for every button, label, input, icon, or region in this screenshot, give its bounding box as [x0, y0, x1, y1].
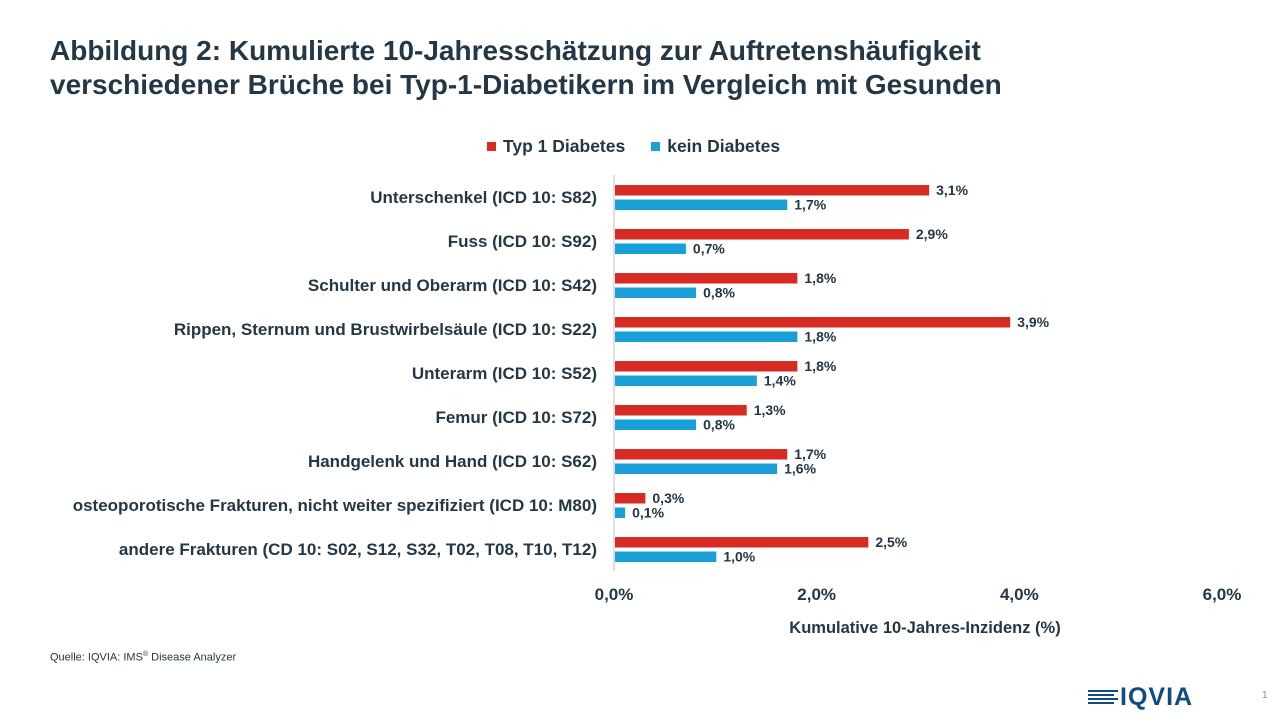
legend-item-type1: Typ 1 Diabetes [487, 136, 625, 157]
bar-type1 [615, 493, 646, 504]
legend-item-none: kein Diabetes [651, 136, 780, 157]
bar-no-diabetes [615, 331, 798, 342]
bar-type1 [615, 405, 747, 416]
data-label-no-diabetes: 1,0% [723, 549, 755, 565]
bar-no-diabetes [615, 507, 626, 518]
bar-no-diabetes [615, 243, 686, 254]
x-tick-label: 0,0% [595, 585, 634, 604]
data-label-no-diabetes: 1,6% [784, 461, 816, 477]
category-label: Schulter und Oberarm (ICD 10: S42) [308, 276, 597, 295]
chart-title: Abbildung 2: Kumulierte 10-Jahresschätzu… [50, 34, 1230, 102]
data-label-no-diabetes: 0,8% [703, 417, 735, 433]
chart-legend: Typ 1 Diabetes kein Diabetes [0, 136, 1280, 157]
source-note: Quelle: IQVIA: IMS® Disease Analyzer [50, 651, 236, 664]
x-tick-label: 6,0% [1203, 585, 1242, 604]
source-prefix: Quelle: IQVIA: IMS [50, 651, 143, 664]
data-label-type1: 3,9% [1017, 314, 1049, 330]
category-label: Femur (ICD 10: S72) [435, 408, 597, 427]
data-label-type1: 1,3% [754, 402, 786, 418]
bar-type1 [615, 273, 798, 284]
legend-label-type1: Typ 1 Diabetes [503, 136, 626, 156]
bar-type1 [615, 537, 869, 548]
data-label-type1: 2,9% [916, 226, 948, 242]
x-tick-label: 4,0% [1000, 585, 1039, 604]
chart-title-line2: verschiedener Brüche bei Typ-1-Diabetike… [50, 69, 1002, 100]
data-label-no-diabetes: 0,8% [703, 285, 735, 301]
category-label: Rippen, Sternum und Brustwirbelsäule (IC… [174, 320, 597, 339]
bar-type1 [615, 361, 798, 372]
bar-no-diabetes [615, 419, 697, 430]
data-label-type1: 1,8% [804, 270, 836, 286]
bar-no-diabetes [615, 199, 788, 210]
registered-mark: ® [142, 651, 149, 658]
data-label-type1: 1,7% [794, 446, 826, 462]
legend-swatch-none [651, 142, 661, 151]
data-label-type1: 0,3% [652, 490, 684, 506]
data-label-no-diabetes: 1,4% [764, 373, 796, 389]
legend-swatch-type1 [487, 142, 496, 151]
source-suffix: Disease Analyzer [148, 651, 237, 664]
legend-label-none: kein Diabetes [667, 136, 781, 156]
category-label: Fuss (ICD 10: S92) [448, 232, 597, 251]
data-label-no-diabetes: 1,8% [804, 329, 836, 345]
iqvia-logo: IQVIA [1088, 683, 1194, 711]
category-label: Unterschenkel (ICD 10: S82) [370, 188, 597, 207]
category-label: osteoporotische Frakturen, nicht weiter … [73, 496, 597, 515]
bar-no-diabetes [615, 463, 778, 474]
x-tick-label: 2,0% [797, 585, 836, 604]
bar-type1 [615, 185, 930, 196]
data-label-type1: 2,5% [875, 534, 907, 550]
chart-title-line1: Abbildung 2: Kumulierte 10-Jahresschätzu… [50, 35, 981, 66]
data-label-type1: 1,8% [804, 358, 836, 374]
data-label-no-diabetes: 0,1% [632, 505, 664, 521]
bar-type1 [615, 229, 909, 240]
bar-no-diabetes [615, 287, 697, 298]
bar-no-diabetes [615, 375, 757, 386]
logo-text: IQVIA [1120, 683, 1194, 711]
category-label: Unterarm (ICD 10: S52) [412, 364, 597, 383]
category-label: Handgelenk und Hand (ICD 10: S62) [308, 452, 597, 471]
logo-lines-icon [1088, 690, 1118, 704]
category-label: andere Frakturen (CD 10: S02, S12, S32, … [119, 540, 597, 559]
data-label-no-diabetes: 0,7% [693, 241, 725, 257]
bar-no-diabetes [615, 551, 717, 562]
bar-type1 [615, 317, 1011, 328]
page-number: 1 [1262, 690, 1268, 701]
x-axis-title: Kumulative 10-Jahres-Inzidenz (%) [789, 619, 1060, 637]
data-label-type1: 3,1% [936, 182, 968, 198]
data-label-no-diabetes: 1,7% [794, 197, 826, 213]
bar-type1 [615, 449, 788, 460]
